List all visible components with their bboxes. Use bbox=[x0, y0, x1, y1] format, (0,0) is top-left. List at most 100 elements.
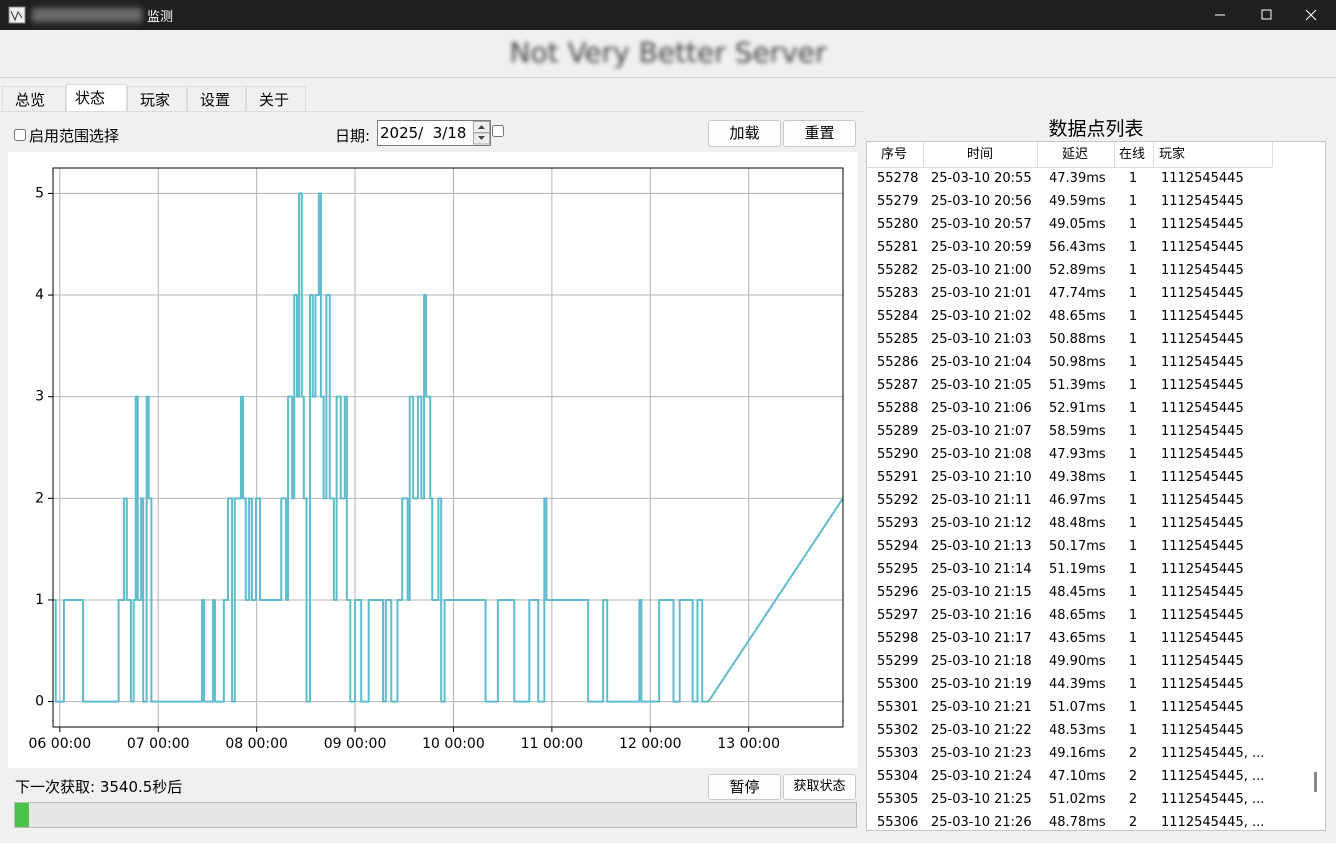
table-cell: 1112545445 bbox=[1161, 654, 1244, 669]
pause-button[interactable]: 暂停 bbox=[708, 774, 781, 800]
date-label: 日期: bbox=[335, 127, 371, 145]
table-cell: 55305 bbox=[877, 792, 919, 807]
date-spinner[interactable] bbox=[473, 121, 490, 145]
table-cell: 1 bbox=[1128, 585, 1138, 600]
table-cell: 58.59ms bbox=[1049, 424, 1106, 439]
table-cell: 25-03-10 21:04 bbox=[931, 355, 1032, 370]
table-cell: 25-03-10 21:05 bbox=[931, 378, 1032, 393]
table-cell: 25-03-10 21:19 bbox=[931, 677, 1032, 692]
table-cell: 47.74ms bbox=[1049, 286, 1106, 301]
table-cell: 1 bbox=[1128, 723, 1138, 738]
tab[interactable]: 玩家 bbox=[127, 86, 187, 112]
tab-line bbox=[0, 111, 864, 112]
table-cell: 1 bbox=[1128, 424, 1138, 439]
date-input[interactable]: 2025/ 3/18 bbox=[377, 120, 491, 146]
tab[interactable]: 设置 bbox=[187, 86, 246, 112]
y-tick-label: 2 bbox=[35, 490, 44, 506]
tab[interactable]: 状态 bbox=[66, 84, 127, 112]
table-cell: 1 bbox=[1128, 654, 1138, 669]
table-cell: 1112545445 bbox=[1161, 217, 1244, 232]
header: Not Very Better Server bbox=[0, 30, 1336, 78]
column-separator bbox=[1272, 142, 1273, 167]
table-cell: 1 bbox=[1128, 539, 1138, 554]
table-cell: 1112545445 bbox=[1161, 585, 1244, 600]
date-checkbox[interactable] bbox=[492, 125, 504, 137]
table-cell: 1 bbox=[1128, 217, 1138, 232]
table-cell: 55295 bbox=[877, 562, 919, 577]
y-tick-label: 4 bbox=[35, 287, 44, 303]
table-title: 数据点列表 bbox=[1048, 118, 1144, 140]
table-cell: 25-03-10 21:02 bbox=[931, 309, 1032, 324]
table-cell: 55300 bbox=[877, 677, 919, 692]
table-cell: 55294 bbox=[877, 539, 919, 554]
table-cell: 55299 bbox=[877, 654, 919, 669]
table-cell: 25-03-10 21:10 bbox=[931, 470, 1032, 485]
table-cell: 50.98ms bbox=[1049, 355, 1106, 370]
tab[interactable]: 关于 bbox=[246, 86, 306, 112]
table-cell: 44.39ms bbox=[1049, 677, 1106, 692]
table-cell: 25-03-10 21:13 bbox=[931, 539, 1032, 554]
table-cell: 48.45ms bbox=[1049, 585, 1106, 600]
table-cell: 25-03-10 21:25 bbox=[931, 792, 1032, 807]
table-cell: 55302 bbox=[877, 723, 919, 738]
table-cell: 49.38ms bbox=[1049, 470, 1106, 485]
progress-fill bbox=[15, 803, 29, 827]
range-checkbox[interactable]: 启用范围选择 bbox=[14, 125, 119, 146]
table-cell: 1112545445 bbox=[1161, 309, 1244, 324]
table-cell: 1112545445, ... bbox=[1161, 746, 1265, 761]
table-cell: 55292 bbox=[877, 493, 919, 508]
table-cell: 25-03-10 21:01 bbox=[931, 286, 1032, 301]
table-cell: 1112545445 bbox=[1161, 470, 1244, 485]
table-cell: 25-03-10 21:17 bbox=[931, 631, 1032, 646]
table-cell: 2 bbox=[1128, 815, 1138, 830]
scrollbar[interactable] bbox=[1314, 772, 1317, 792]
table-cell: 55278 bbox=[877, 171, 919, 186]
table-cell: 1112545445 bbox=[1161, 493, 1244, 508]
table-cell: 52.91ms bbox=[1049, 401, 1106, 416]
table-cell: 25-03-10 21:21 bbox=[931, 700, 1032, 715]
table-cell: 25-03-10 21:15 bbox=[931, 585, 1032, 600]
load-button[interactable]: 加载 bbox=[708, 120, 781, 147]
table-cell: 25-03-10 21:18 bbox=[931, 654, 1032, 669]
header-line bbox=[867, 167, 1272, 168]
table-cell: 48.65ms bbox=[1049, 309, 1106, 324]
column-header: 玩家 bbox=[1159, 147, 1186, 162]
reset-button[interactable]: 重置 bbox=[783, 120, 856, 147]
table-cell: 51.07ms bbox=[1049, 700, 1106, 715]
table-cell: 1112545445 bbox=[1161, 378, 1244, 393]
data-table: 序号 时间 延迟 在线 玩家 55278 25-03-10 20:55 47.39ms 1 111… bbox=[866, 141, 1326, 831]
x-tick-label: 07 00:00 bbox=[127, 736, 190, 752]
table-cell: 50.17ms bbox=[1049, 539, 1106, 554]
table-cell: 1112545445 bbox=[1161, 171, 1244, 186]
x-tick-label: 08 00:00 bbox=[225, 736, 288, 752]
table-cell: 1112545445 bbox=[1161, 677, 1244, 692]
table-cell: 1 bbox=[1128, 470, 1138, 485]
table-cell: 1 bbox=[1128, 493, 1138, 508]
table-cell: 25-03-10 21:22 bbox=[931, 723, 1032, 738]
table-cell: 1112545445 bbox=[1161, 447, 1244, 462]
table-cell: 1112545445 bbox=[1161, 263, 1244, 278]
x-tick-label: 10 00:00 bbox=[422, 736, 485, 752]
column-separator bbox=[1114, 142, 1115, 167]
table-cell: 49.16ms bbox=[1049, 746, 1106, 761]
table-cell: 1112545445 bbox=[1161, 562, 1244, 577]
table-cell: 1112545445 bbox=[1161, 240, 1244, 255]
column-header: 序号 bbox=[881, 147, 908, 162]
tab[interactable]: 总览 bbox=[2, 86, 66, 112]
x-tick-label: 09 00:00 bbox=[324, 736, 387, 752]
window-controls[interactable] bbox=[1190, 0, 1336, 30]
table-cell: 25-03-10 21:24 bbox=[931, 769, 1032, 784]
checkbox[interactable] bbox=[14, 129, 26, 141]
table-cell: 55303 bbox=[877, 746, 919, 761]
checkbox-label: 启用范围选择 bbox=[29, 127, 120, 145]
table-cell: 50.88ms bbox=[1049, 332, 1106, 347]
fetch-button[interactable]: 获取状态 bbox=[783, 774, 856, 800]
y-tick-label: 1 bbox=[35, 592, 44, 608]
table-cell: 25-03-10 20:56 bbox=[931, 194, 1032, 209]
table-cell: 55301 bbox=[877, 700, 919, 715]
y-tick-label: 0 bbox=[35, 694, 44, 710]
table-cell: 1112545445 bbox=[1161, 608, 1244, 623]
table-cell: 1 bbox=[1128, 447, 1138, 462]
table-cell: 52.89ms bbox=[1049, 263, 1106, 278]
